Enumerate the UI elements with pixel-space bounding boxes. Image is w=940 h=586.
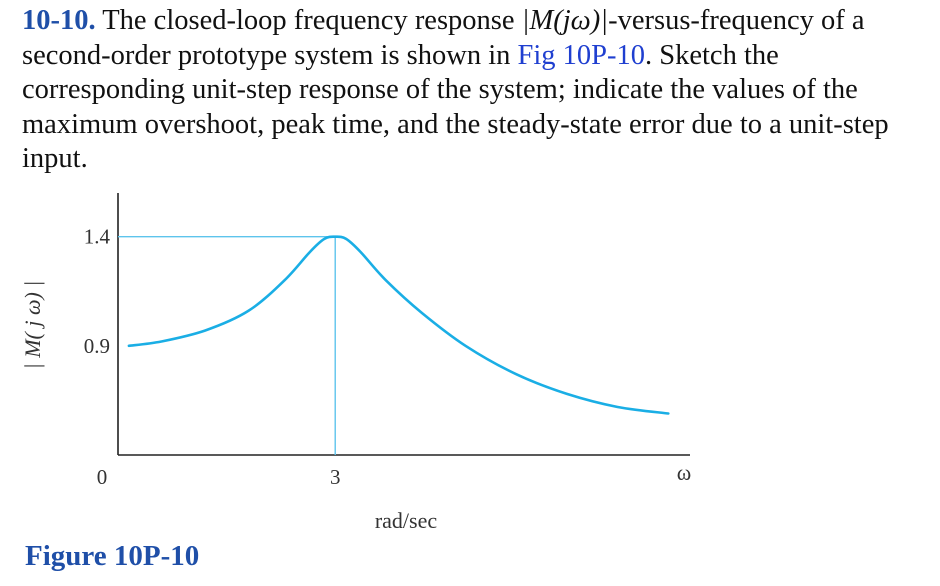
problem-statement: 10-10. The closed-loop frequency respons…: [22, 4, 934, 177]
problem-text-middle: -versus-frequency of a second-order prot…: [22, 5, 865, 71]
problem-text-before: The closed-loop frequency response: [95, 5, 522, 36]
figure-reference-link[interactable]: Fig 10P-10: [517, 39, 646, 71]
problem-text-after: . Sketch the corresponding unit-step res…: [22, 39, 889, 175]
x-tick-label-3: 3: [330, 465, 341, 489]
y-tick-label-0-9: 0.9: [84, 334, 110, 358]
magnitude-expression: |M(jω)|: [521, 5, 609, 36]
magnitude-curve: [127, 235, 670, 415]
y-axis-label: | M( j ω) |: [20, 281, 45, 370]
problem-number: 10-10.: [22, 5, 96, 36]
x-tick-label-0: 0: [97, 465, 108, 489]
figure-caption: Figure 10P-10: [25, 540, 200, 572]
x-axis-unit-label: rad/sec: [375, 508, 438, 533]
y-tick-label-1-4: 1.4: [84, 225, 111, 249]
omega-axis-symbol: ω: [677, 460, 691, 485]
